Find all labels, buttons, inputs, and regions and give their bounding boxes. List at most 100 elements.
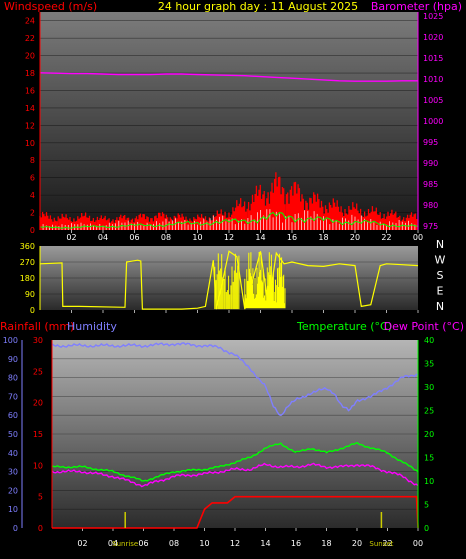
barometer-tick-label: 1020 (423, 33, 443, 42)
wind-x-tick-label: 20 (350, 233, 360, 242)
temperature-line (51, 442, 419, 482)
temperature-tick-label: 35 (424, 360, 434, 369)
temperature-tick-label: 5 (424, 501, 429, 510)
sun-markers: Sunrise Sunset (112, 512, 394, 548)
direction-tick-label: 360 (20, 242, 35, 251)
temp-x-tick-label: 10 (199, 539, 209, 548)
wind-x-tick-label: 18 (318, 233, 328, 242)
barometer-right-ticks: 975 980 985 990 995 1000 1005 1010 1015 1020 1025 (423, 12, 443, 231)
wind-tick-label: 8 (30, 156, 35, 165)
humidity-tick-label: 100 (3, 336, 18, 345)
temperature-tick-label: 20 (424, 430, 434, 439)
temp-x-tick-label: 22 (382, 539, 392, 548)
temperature-tick-label: 25 (424, 407, 434, 416)
dewpoint-axis-label: Dew Point (°C) (384, 320, 464, 333)
temperature-ticks: 0 5 10 15 20 25 30 35 40 (424, 336, 434, 533)
wind-x-tick-label: 06 (129, 233, 139, 242)
rain-tick-label: 25 (33, 367, 43, 376)
barometer-tick-label: 975 (423, 222, 438, 231)
temp-x-tick-label: 14 (260, 539, 270, 548)
wind-tick-label: 14 (25, 104, 35, 113)
temperature-tick-label: 15 (424, 454, 434, 463)
temperature-axis-label: Temperature (°C) (296, 320, 392, 333)
wind-tick-label: 2 (30, 209, 35, 218)
temperature-tick-label: 40 (424, 336, 434, 345)
compass-label: E (437, 285, 444, 298)
chart-title: 24 hour graph day : 11 August 2025 (158, 0, 358, 13)
wind-x-tick-label: 22 (381, 233, 391, 242)
temp-x-ticks: 02 04 06 08 10 12 14 16 18 20 22 00 (77, 528, 423, 548)
wind-x-tick-label: 04 (98, 233, 108, 242)
humidity-tick-label: 10 (8, 505, 18, 514)
wind-x-tick-label: 10 (192, 233, 202, 242)
barometer-tick-label: 1015 (423, 54, 443, 63)
barometer-tick-label: 1005 (423, 96, 443, 105)
wind-x-tick-label: 02 (66, 233, 76, 242)
wind-x-tick-label: 14 (255, 233, 265, 242)
humidity-tick-label: 0 (13, 524, 18, 533)
wind-tick-label: 12 (25, 121, 35, 130)
temp-x-tick-label: 04 (108, 539, 118, 548)
humidity-line (51, 342, 419, 416)
wind-tick-label: 22 (25, 34, 35, 43)
temperature-tick-label: 0 (424, 524, 429, 533)
humidity-tick-label: 90 (8, 355, 18, 364)
temp-x-tick-label: 20 (352, 539, 362, 548)
humidity-axis-label: Humidity (67, 320, 117, 333)
temperature-tick-label: 10 (424, 477, 434, 486)
rainfall-line (52, 495, 419, 529)
rain-tick-label: 0 (38, 524, 43, 533)
compass-label: N (436, 238, 444, 251)
direction-tick-label: 180 (20, 274, 35, 283)
sunrise-label: Sunrise (112, 540, 138, 548)
compass-label: S (437, 269, 444, 282)
windspeed-axis-label: Windspeed (m/s) (4, 0, 97, 13)
wind-tick-label: 18 (25, 69, 35, 78)
direction-left-ticks: 360 270 180 90 0 (20, 242, 35, 315)
sunset-label: Sunset (369, 540, 393, 548)
humidity-tick-label: 50 (8, 430, 18, 439)
barometer-line (39, 72, 418, 82)
temp-x-tick-label: 18 (321, 539, 331, 548)
temp-x-tick-label: 06 (138, 539, 148, 548)
wind-x-tick-label: 16 (287, 233, 297, 242)
direction-series (39, 250, 419, 310)
direction-tick-label: 270 (20, 258, 35, 267)
wind-tick-label: 24 (25, 17, 35, 26)
wind-plot-area (40, 12, 418, 230)
wind-tick-label: 0 (30, 226, 35, 235)
dew-point-line (51, 462, 419, 488)
rain-tick-label: 5 (38, 493, 43, 502)
wind-grid (40, 20, 418, 231)
compass-label: W (435, 254, 446, 267)
wind-tick-label: 10 (25, 139, 35, 148)
humidity-tick-label: 30 (8, 468, 18, 477)
direction-tick-label: 0 (30, 306, 35, 315)
temp-x-tick-label: 12 (230, 539, 240, 548)
wind-x-tick-label: 00 (413, 233, 423, 242)
wind-tick-label: 16 (25, 86, 35, 95)
wind-tick-label: 4 (30, 191, 35, 200)
wind-direction-line (39, 250, 419, 310)
humidity-tick-label: 60 (8, 411, 18, 420)
rain-tick-label: 20 (33, 399, 43, 408)
temperature-tick-label: 30 (424, 383, 434, 392)
compass-label: N (436, 300, 444, 313)
temp-series (51, 342, 419, 529)
rainfall-axis-label: Rainfall (mm) (0, 320, 74, 333)
rain-tick-label: 15 (33, 430, 43, 439)
temp-x-tick-label: 16 (291, 539, 301, 548)
direction-tick-label: 90 (25, 290, 35, 299)
barometer-tick-label: 1010 (423, 75, 443, 84)
temp-x-tick-label: 00 (413, 539, 423, 548)
barometer-tick-label: 995 (423, 138, 438, 147)
wind-series (39, 72, 419, 230)
temp-x-tick-label: 08 (169, 539, 179, 548)
rain-tick-label: 10 (33, 461, 43, 470)
rain-ticks: 0 5 10 15 20 25 30 (33, 336, 43, 533)
